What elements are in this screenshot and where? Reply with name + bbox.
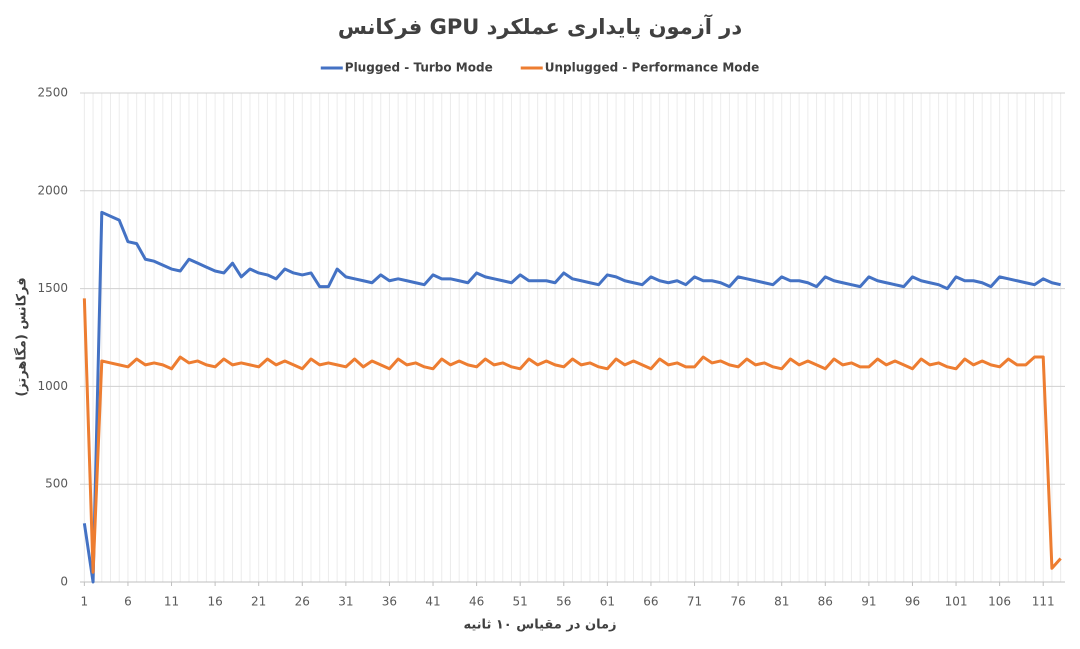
y-tick-label: 1500 [37,281,68,295]
legend-item: Plugged - Turbo Mode [320,61,493,75]
series-line [82,210,1061,584]
x-tick-label: 86 [818,595,833,609]
x-tick-label: 66 [643,595,658,609]
x-tick-label: 101 [945,595,968,609]
x-tick-label: 61 [600,595,615,609]
x-tick-label: 96 [905,595,920,609]
y-tick-label: 2000 [37,183,68,197]
x-tick-label: 16 [207,595,222,609]
series-line [82,298,1062,574]
x-tick-label: 31 [338,595,353,609]
chart-title: فرکانس GPU در آزمون پایداری عملکرد [338,14,743,39]
x-tick-label: 26 [295,595,310,609]
x-tick-label: 71 [687,595,702,609]
x-tick-label: 46 [469,595,484,609]
y-tick-label: 0 [60,575,68,589]
legend-label: Plugged - Turbo Mode [345,61,493,75]
x-tick-label: 11 [164,595,179,609]
x-tick-label: 91 [861,595,876,609]
x-tick-label: 41 [425,595,440,609]
x-tick-label: 76 [730,595,745,609]
x-tick-label: 106 [988,595,1011,609]
legend-item: Unplugged - Performance Mode [520,61,760,75]
x-axis-title: زمان در مقیاس ۱۰ ثانیه [463,618,616,633]
x-tick-label: 21 [251,595,266,609]
x-tick-label: 56 [556,595,571,609]
y-tick-label: 2500 [37,86,68,100]
y-tick-label: 500 [45,477,68,491]
x-tick-label: 81 [774,595,789,609]
x-tick-label: 36 [382,595,397,609]
y-tick-label: 1000 [37,379,68,393]
x-tick-label: 111 [1032,595,1055,609]
x-tick-label: 51 [513,595,528,609]
legend-label: Unplugged - Performance Mode [545,61,760,75]
x-tick-label: 1 [81,595,89,609]
y-axis-title: فرکانس (مگاهرتز) [14,277,30,396]
x-tick-label: 6 [124,595,132,609]
legend: Plugged - Turbo Mode Unplugged - Performa… [320,61,760,75]
